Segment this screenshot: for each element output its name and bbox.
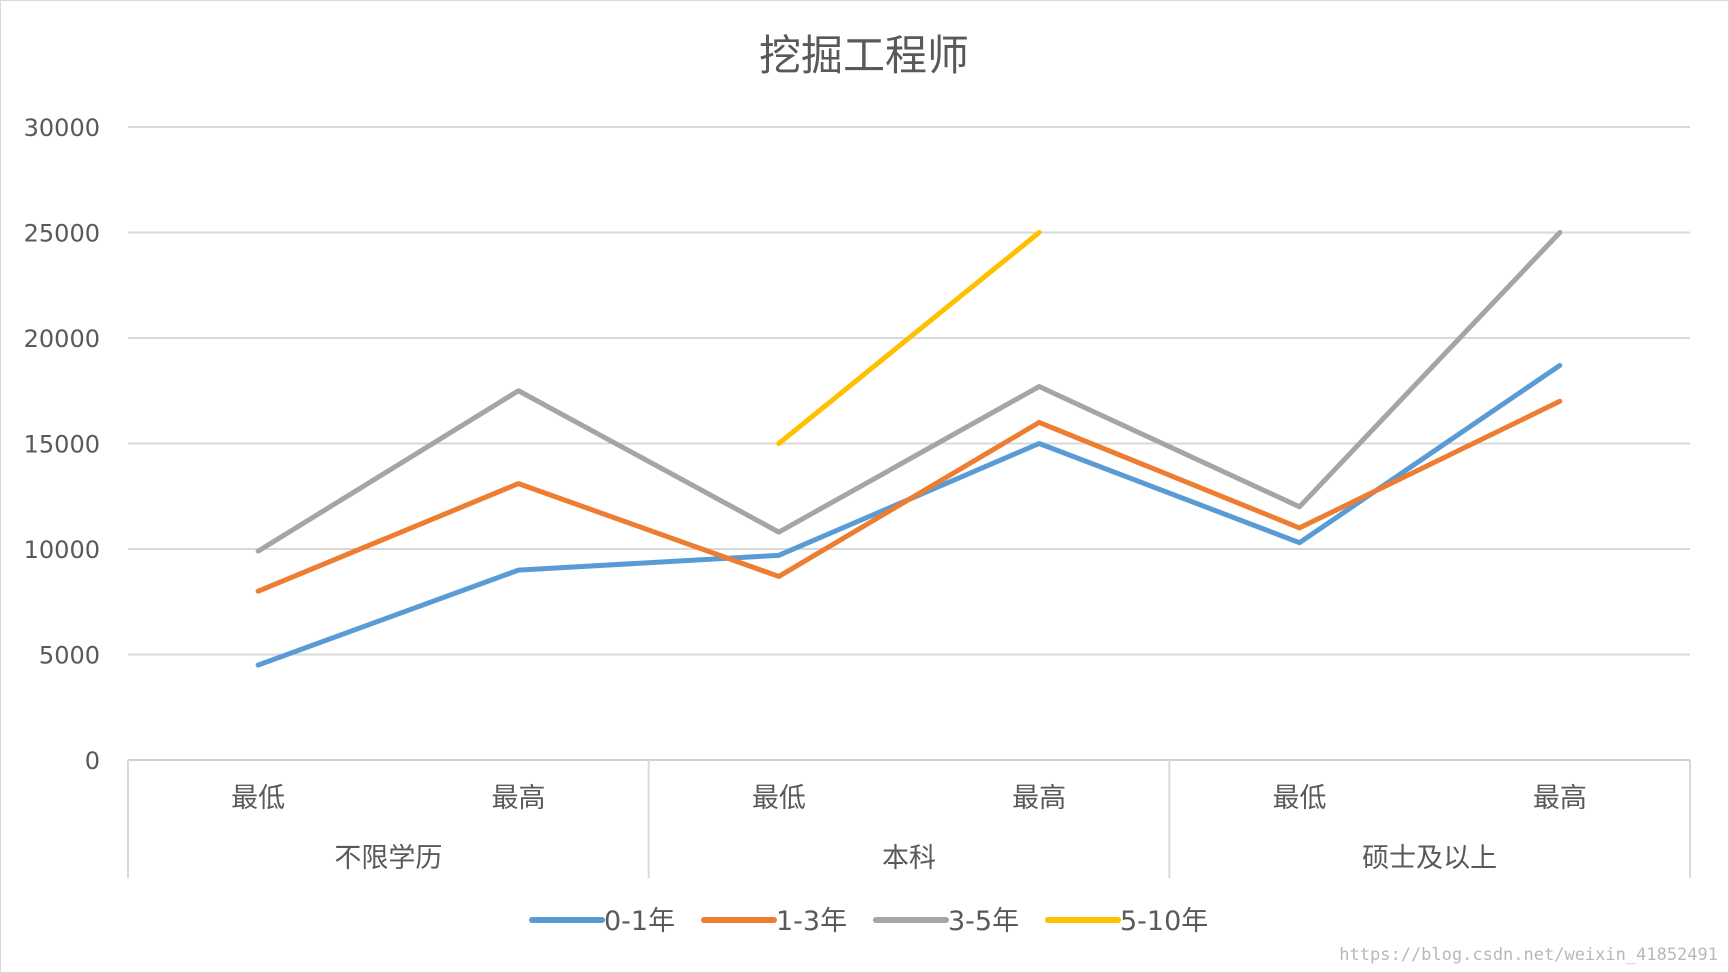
chart-title: 挖掘工程师: [759, 31, 969, 80]
y-tick-label: 30000: [24, 114, 100, 142]
x-tick-label: 最低: [1273, 783, 1327, 814]
x-tick-label: 最高: [1012, 783, 1066, 814]
series-0-1年: [255, 362, 1563, 668]
legend-item: 0-1年: [529, 906, 675, 937]
legend: 0-1年 1-3年 3-5年 5-10年: [529, 906, 1208, 937]
legend-label: 1-3年: [776, 906, 847, 937]
x-tick-label: 最低: [752, 783, 806, 814]
legend-item: 1-3年: [701, 906, 847, 937]
legend-label: 3-5年: [948, 906, 1019, 937]
x-group-label: 不限学历: [334, 843, 442, 874]
x-tick-label: 最高: [1533, 783, 1587, 814]
y-tick-label: 25000: [24, 220, 100, 248]
y-tick-label: 15000: [24, 431, 100, 459]
series-1-3年: [255, 398, 1563, 594]
series-5-10年: [776, 230, 1042, 446]
series-3-5年: [255, 230, 1563, 554]
legend-label: 5-10年: [1120, 906, 1208, 937]
legend-item: 3-5年: [873, 906, 1019, 937]
series-lines: [255, 230, 1563, 668]
x-group-label: 本科: [882, 843, 936, 874]
y-tick-label: 5000: [39, 642, 100, 670]
legend-label: 0-1年: [604, 906, 675, 937]
x-tick-label: 最低: [231, 783, 285, 814]
series-line: [776, 230, 1042, 446]
x-group-label: 硕士及以上: [1362, 843, 1497, 874]
series-line: [255, 230, 1563, 554]
watermark: https://blog.csdn.net/weixin_41852491: [1339, 945, 1718, 965]
series-line: [255, 398, 1563, 594]
series-line: [255, 362, 1563, 668]
y-axis-ticks: 30000 25000 20000 15000 10000 5000 0: [24, 114, 100, 775]
y-tick-label: 20000: [24, 325, 100, 353]
legend-item: 5-10年: [1045, 906, 1208, 937]
y-tick-label: 10000: [24, 536, 100, 564]
x-tick-label: 最高: [492, 783, 546, 814]
y-tick-label: 0: [85, 747, 100, 775]
gridlines: [128, 126, 1690, 761]
